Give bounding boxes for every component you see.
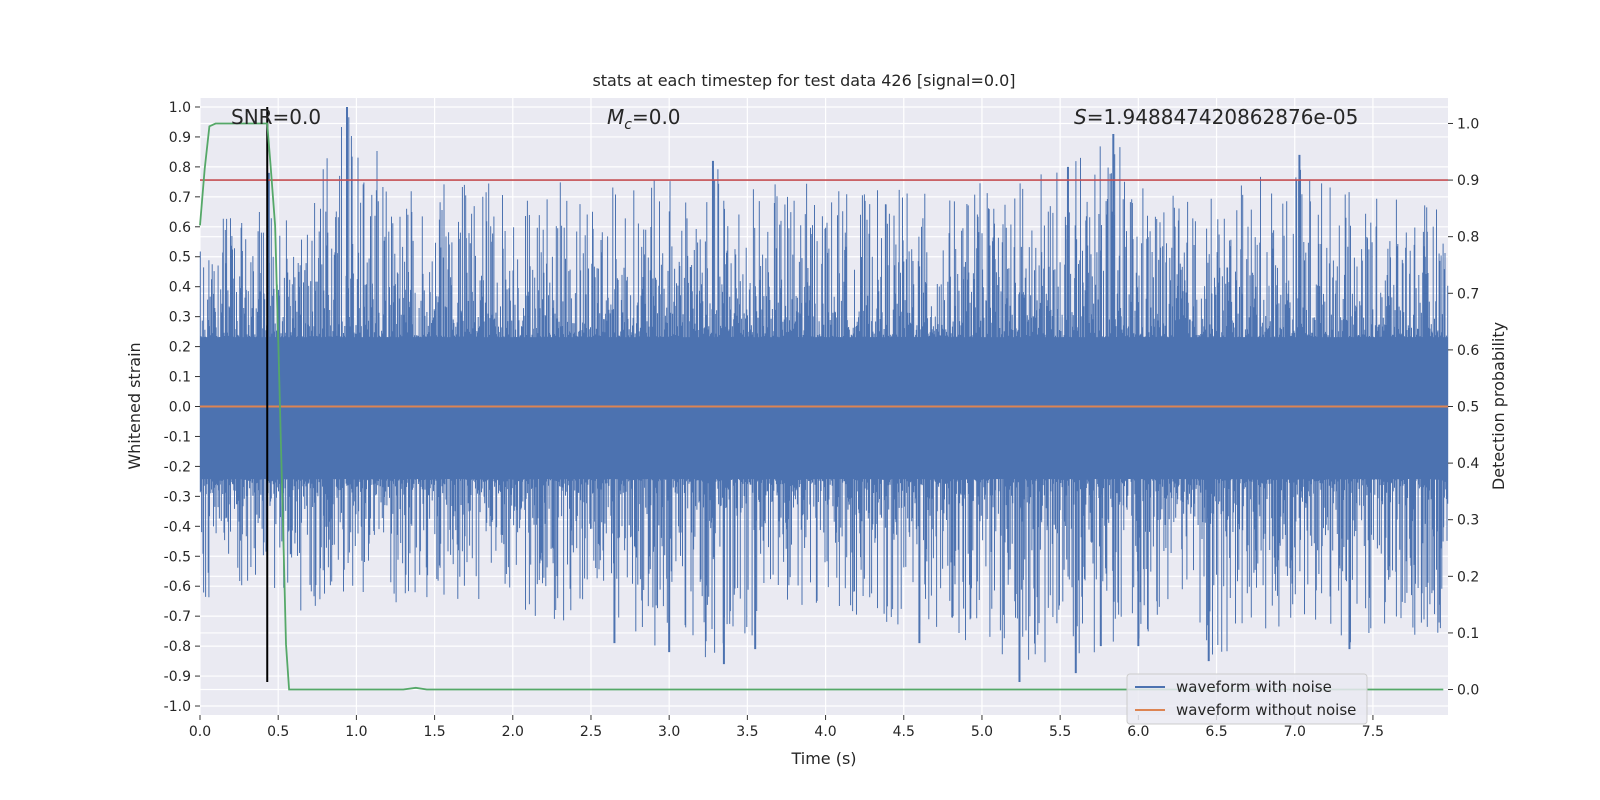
- detection-probability-line: [199, 122, 1444, 691]
- chart-title: stats at each timestep for test data 426…: [592, 71, 1015, 90]
- y2-tick-label: 0.2: [1457, 569, 1479, 585]
- y-tick-label: 1.0: [169, 100, 191, 116]
- y-tick-label: 0.1: [169, 370, 191, 386]
- y-tick-label: -0.1: [164, 429, 191, 445]
- y-tick-label: -1.0: [164, 699, 191, 715]
- y2-tick-label: 0.8: [1457, 230, 1479, 246]
- y-tick-label: -0.5: [164, 549, 191, 565]
- y-tick-label: 0.2: [169, 340, 191, 356]
- y-axis-label: Whitened strain: [125, 342, 144, 469]
- y-tick-label: 0.6: [169, 220, 191, 236]
- x-tick-label: 1.0: [345, 724, 367, 740]
- x-tick-label: 5.5: [1049, 724, 1071, 740]
- s-symbol: S: [1074, 105, 1087, 129]
- y-tick-label: 0.5: [169, 250, 191, 266]
- y2-tick-label: 1.0: [1457, 116, 1479, 132]
- y2-tick-label: 0.7: [1457, 286, 1479, 302]
- y-tick-label: 0.9: [169, 130, 191, 146]
- x-tick-label: 0.0: [189, 724, 211, 740]
- x-tick-label: 4.0: [814, 724, 836, 740]
- legend-label-noise: waveform with noise: [1176, 678, 1332, 696]
- y2-tick-label: 0.4: [1457, 456, 1479, 472]
- y-tick-label: 0.3: [169, 310, 191, 326]
- y2-tick-label: 0.5: [1457, 400, 1479, 416]
- y-tick-label: 0.8: [169, 160, 191, 176]
- y-tick-label: -0.8: [164, 639, 191, 655]
- x-tick-label: 7.5: [1362, 724, 1384, 740]
- annotations: SNR=0.0 Mc=0.0 S=1.948847420862876e-05: [231, 105, 1358, 133]
- y2-tick-label: 0.3: [1457, 513, 1479, 529]
- x-tick-label: 3.0: [658, 724, 680, 740]
- y2-tick-label: 0.9: [1457, 173, 1479, 189]
- axes: 0.0 0.5 1.0 1.5 2.0 2.5 3.0 3.5 4.0 4.5 5.0 5.5 6.0 6…: [164, 100, 1480, 740]
- x-tick-label: 7.0: [1284, 724, 1306, 740]
- y-tick-label: -0.3: [164, 489, 191, 505]
- snr-annotation: SNR=0.0: [231, 105, 321, 129]
- x-tick-label: 6.0: [1127, 724, 1149, 740]
- y2-tick-label: 0.1: [1457, 626, 1479, 642]
- x-tick-label: 2.5: [580, 724, 602, 740]
- x-tick-label: 5.0: [971, 724, 993, 740]
- y-tick-label: 0.7: [169, 190, 191, 206]
- chirp-mass-value: =0.0: [632, 105, 681, 129]
- chirp-mass-annotation: Mc=0.0: [607, 105, 681, 133]
- legend-box: [1126, 673, 1368, 725]
- legend: waveform with noise waveform without noi…: [1126, 673, 1368, 725]
- y-tick-label: 0.4: [169, 280, 191, 296]
- s-value: =1.948847420862876e-05: [1087, 105, 1359, 129]
- x-tick-label: 6.5: [1205, 724, 1227, 740]
- legend-label-clean: waveform without noise: [1176, 701, 1356, 719]
- s-annotation: S=1.948847420862876e-05: [1074, 105, 1358, 129]
- x-tick-label: 4.5: [893, 724, 915, 740]
- x-axis-label: Time (s): [790, 749, 856, 768]
- x-tick-label: 3.5: [736, 724, 758, 740]
- y2-tick-label: 0.6: [1457, 343, 1479, 359]
- y-tick-label: -0.7: [164, 609, 191, 625]
- x-tick-label: 0.5: [267, 724, 289, 740]
- y-tick-label: -0.2: [164, 459, 191, 475]
- chirp-mass-subscript: c: [624, 117, 632, 133]
- y-tick-label: 0.0: [169, 400, 191, 416]
- data-layer: [199, 106, 1449, 691]
- y-tick-label: -0.9: [164, 669, 191, 685]
- y2-axis-label: Detection probability: [1489, 322, 1508, 490]
- y2-tick-label: 0.0: [1457, 683, 1479, 699]
- x-tick-label: 2.0: [502, 724, 524, 740]
- y-tick-label: -0.6: [164, 579, 191, 595]
- chirp-mass-symbol: M: [607, 105, 624, 129]
- x-tick-label: 1.5: [423, 724, 445, 740]
- y-tick-label: -0.4: [164, 519, 191, 535]
